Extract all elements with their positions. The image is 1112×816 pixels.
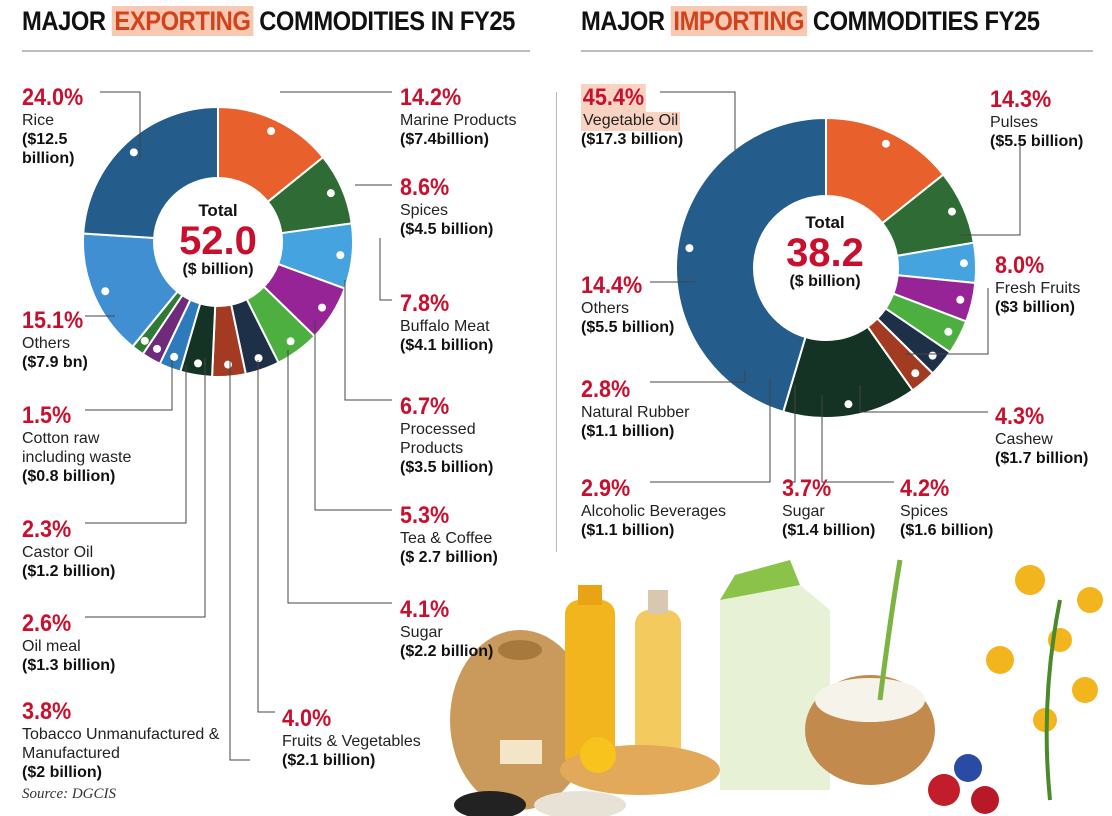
export-donut-hole xyxy=(154,178,282,306)
import-label-fresh-fruits: 8.0% Fresh Fruits ($3 billion) xyxy=(995,252,1081,317)
export-slice-marker xyxy=(140,336,149,345)
export-slice-marker xyxy=(254,354,263,363)
export-label-sugar: 4.1% Sugar ($2.2 billion) xyxy=(400,596,494,661)
import-label-vegetable-oil: 45.4% Vegetable Oil ($17.3 billion) xyxy=(581,84,684,149)
import-slice-marker xyxy=(947,207,956,216)
export-slice-marker xyxy=(101,287,110,296)
import-leader-line xyxy=(821,395,894,483)
import-center-total: Total 38.2 ($ billion) xyxy=(786,213,864,290)
export-label-processed-products: 6.7% Processed Products ($3.5 billion) xyxy=(400,393,494,477)
export-label-tobacco: 3.8% Tobacco Unmanufactured & Manufactur… xyxy=(22,698,220,782)
export-label-rice: 24.0% Rice ($12.5 billion) xyxy=(22,84,84,168)
export-slice-marker xyxy=(193,359,202,368)
import-leader-line xyxy=(650,370,746,383)
export-leader-line xyxy=(100,91,141,160)
export-label-fruits-vegetables: 4.0% Fruits & Vegetables ($2.1 billion) xyxy=(282,705,421,770)
export-leader-line xyxy=(379,238,392,301)
export-label-spices: 8.6% Spices ($4.5 billion) xyxy=(400,174,494,239)
import-leader-line xyxy=(650,378,771,483)
import-label-sugar: 3.7% Sugar ($1.4 billion) xyxy=(782,475,876,540)
import-slice-marker xyxy=(956,295,965,304)
export-leader-line xyxy=(257,360,275,713)
export-slice-marker xyxy=(336,251,345,260)
export-leader-line xyxy=(85,365,187,524)
import-slice-marker xyxy=(959,259,968,268)
export-leader-line xyxy=(85,360,173,411)
export-center-total: Total 52.0 ($ billion) xyxy=(179,201,257,278)
export-title-rule xyxy=(22,50,530,52)
export-label-oil-meal: 2.6% Oil meal ($1.3 billion) xyxy=(22,610,116,675)
export-label-marine-products: 14.2% Marine Products ($7.4billion) xyxy=(400,84,517,149)
export-label-tea-coffee: 5.3% Tea & Coffee ($ 2.7 billion) xyxy=(400,502,498,567)
import-label-alcoholic-beverages: 2.9% Alcoholic Beverages ($1.1 billion) xyxy=(581,475,726,540)
import-label-cashew: 4.3% Cashew ($1.7 billion) xyxy=(995,403,1089,468)
export-slice-marker xyxy=(129,148,138,157)
export-leader-line xyxy=(287,350,392,604)
column-divider xyxy=(556,92,557,552)
import-label-spices: 4.2% Spices ($1.6 billion) xyxy=(900,475,994,540)
import-leader-line xyxy=(785,385,796,483)
export-label-castor-oil: 2.3% Castor Oil ($1.2 billion) xyxy=(22,516,116,581)
export-label-cotton-raw: 1.5% Cotton raw including waste ($0.8 bi… xyxy=(22,402,132,486)
export-slice-marker xyxy=(286,337,295,346)
import-leader-line xyxy=(960,140,1021,236)
import-slice-marker xyxy=(881,139,890,148)
import-slice-marker xyxy=(911,369,920,378)
export-slice-marker xyxy=(267,127,276,136)
export-slice-marker xyxy=(318,303,327,312)
import-donut-hole xyxy=(754,196,898,340)
export-slice-marker xyxy=(170,352,179,361)
export-label-buffalo-meat: 7.8% Buffalo Meat ($4.1 billion) xyxy=(400,290,494,355)
import-leader-line xyxy=(660,91,736,150)
import-slice-vegetable-oil xyxy=(675,116,827,414)
export-leader-line xyxy=(314,320,392,511)
import-chart-title: MAJOR IMPORTING COMMODITIES FY25 xyxy=(581,6,1040,36)
export-slice-marker xyxy=(153,344,162,353)
import-label-natural-rubber: 2.8% Natural Rubber ($1.1 billion) xyxy=(581,376,690,441)
import-leader-line xyxy=(859,385,988,413)
import-slice-marker xyxy=(685,244,694,253)
import-slice-marker xyxy=(944,327,953,336)
import-slice-marker xyxy=(844,400,853,409)
export-slice-marker xyxy=(224,360,233,369)
export-slice-marker xyxy=(326,189,335,198)
export-leader-line xyxy=(229,360,250,761)
import-leader-line xyxy=(905,288,989,355)
export-leader-line xyxy=(344,280,392,401)
export-label-others: 15.1% Others ($7.9 bn) xyxy=(22,307,88,372)
export-leader-line xyxy=(85,358,206,618)
source-note: Source: DGCIS xyxy=(22,786,117,802)
import-title-rule xyxy=(581,50,1093,52)
export-chart-title: MAJOR EXPORTING COMMODITIES IN FY25 xyxy=(22,6,515,36)
import-label-pulses: 14.3% Pulses ($5.5 billion) xyxy=(990,86,1084,151)
import-label-others: 14.4% Others ($5.5 billion) xyxy=(581,272,675,337)
import-slice-marker xyxy=(928,351,937,360)
